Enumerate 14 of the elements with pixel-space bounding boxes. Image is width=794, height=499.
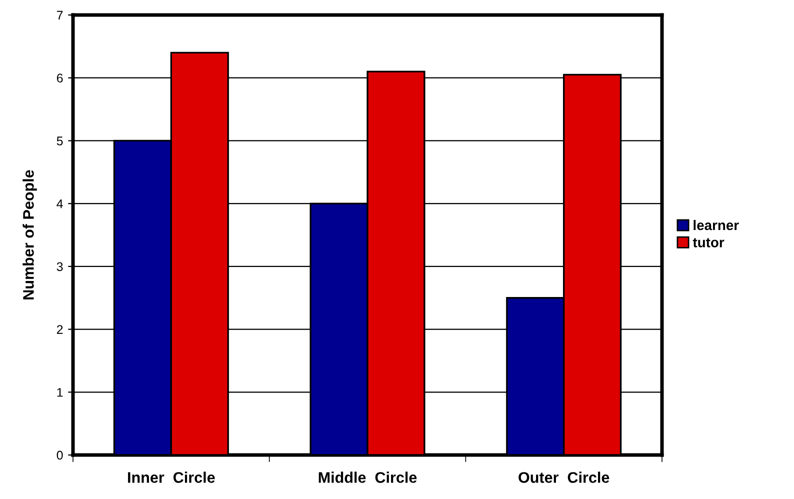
legend-label: learner (694, 220, 739, 230)
y-tick-label: 5 (56, 136, 63, 146)
y-tick-label: 2 (56, 325, 63, 334)
y-tick-label: 7 (56, 10, 63, 20)
y-tick-label: 6 (56, 74, 63, 83)
y-axis-title: Number of People (22, 170, 37, 300)
x-tick-label: Middle Circle (318, 472, 417, 483)
legend-label: tutor (692, 238, 724, 248)
y-tick-label: 3 (56, 262, 63, 272)
y-tick-label: 1 (57, 388, 63, 397)
x-tick-label: Outer Circle (518, 472, 610, 483)
y-tick-label: 0 (56, 450, 63, 460)
x-tick-label: Inner Circle (128, 472, 215, 483)
y-tick-label: 4 (56, 200, 63, 208)
